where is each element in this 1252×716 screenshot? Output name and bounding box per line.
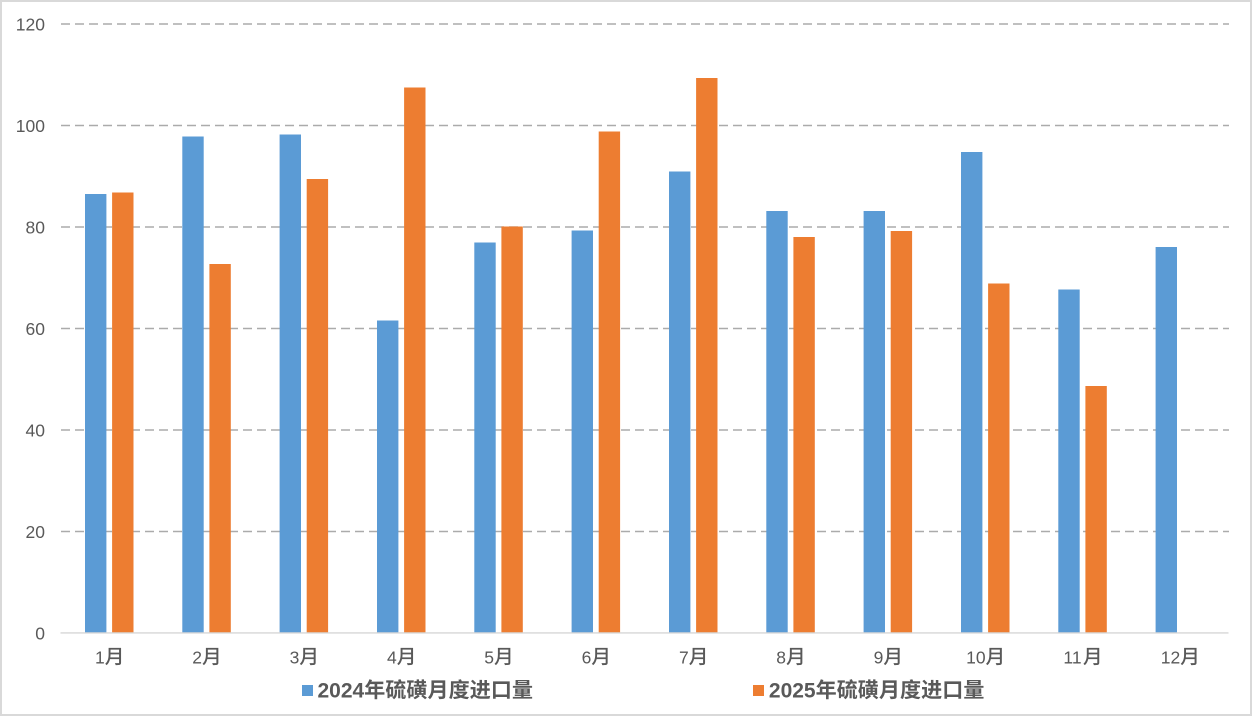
svg-text:120: 120	[16, 15, 45, 35]
svg-text:2: 2	[192, 648, 202, 668]
svg-text:1: 1	[95, 648, 105, 668]
svg-text:2024: 2024	[318, 679, 365, 702]
svg-text:60: 60	[26, 319, 46, 339]
svg-text:40: 40	[26, 421, 46, 441]
svg-text:4: 4	[387, 648, 397, 668]
svg-text:100: 100	[16, 116, 45, 136]
svg-text:7: 7	[679, 648, 689, 668]
svg-text:80: 80	[26, 218, 46, 238]
svg-text:6: 6	[582, 648, 592, 668]
svg-text:12: 12	[1161, 648, 1180, 668]
svg-text:0: 0	[35, 624, 45, 644]
svg-text:8: 8	[776, 648, 786, 668]
svg-text:10: 10	[966, 648, 986, 668]
svg-text:11: 11	[1063, 648, 1081, 668]
svg-text:9: 9	[874, 648, 884, 668]
svg-text:2025: 2025	[769, 679, 816, 702]
svg-text:3: 3	[290, 648, 300, 668]
svg-text:5: 5	[484, 648, 494, 668]
svg-text:20: 20	[26, 522, 46, 542]
